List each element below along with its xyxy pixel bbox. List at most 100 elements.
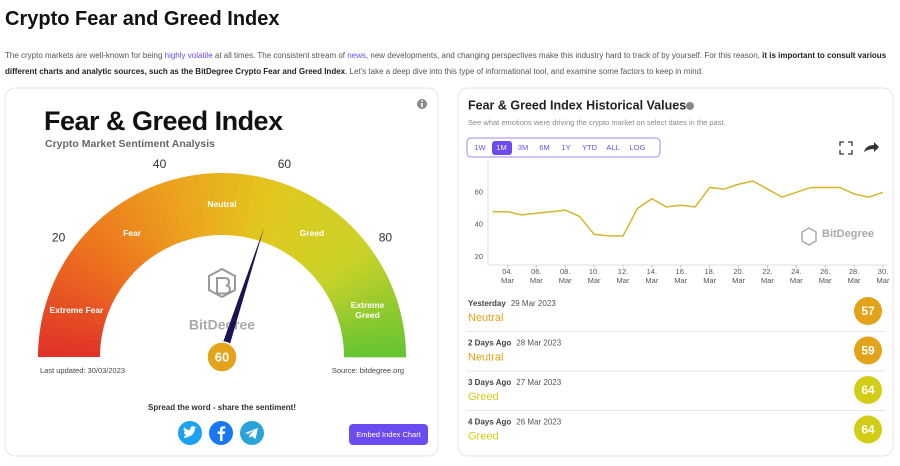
row-value: 57	[861, 304, 875, 318]
gauge-tick-label: 60	[278, 157, 292, 171]
row-sentiment: Neutral	[468, 312, 503, 324]
gauge-arc-segment	[273, 190, 308, 249]
range-selector	[466, 137, 661, 158]
facebook-glyph	[217, 426, 226, 441]
intro-plain: . Let's take a deep dive into this type …	[345, 67, 704, 76]
gauge-zone-label: Extreme Greed	[350, 299, 385, 320]
x-tick-label: 30. Mar	[876, 267, 890, 285]
gauge-arc-segment	[278, 193, 315, 252]
share-text: Spread the word - share the sentiment!	[148, 403, 296, 412]
row-sentiment: Neutral	[468, 351, 503, 363]
gauge-card	[4, 87, 439, 457]
gauge-arc-segment	[130, 193, 166, 252]
gauge-value: 60	[215, 349, 229, 364]
gauge-arc-segment	[327, 265, 386, 301]
gauge-tick-label: 20	[52, 230, 66, 244]
range-button[interactable]: LOG	[629, 143, 646, 152]
intro-link[interactable]: news	[347, 51, 366, 60]
gauge-arc-segment	[300, 216, 347, 268]
embed-label: Embed Index Chart	[356, 430, 422, 439]
gauge-arc-segment	[39, 324, 102, 342]
gauge-arc-segment	[258, 181, 286, 243]
x-tick-label: 10. Mar	[587, 267, 601, 285]
embed-button[interactable]	[349, 424, 428, 445]
y-tick-label: 60	[475, 187, 483, 196]
x-tick-label: 24. Mar	[789, 267, 803, 285]
gauge-arc-segment	[55, 271, 114, 306]
gauge-arc-segment	[237, 174, 255, 237]
gauge-arc-segment	[304, 221, 353, 271]
range-button[interactable]: 1M	[491, 141, 512, 155]
gauge-arc-segment	[109, 206, 153, 261]
x-tick-label: 20. Mar	[732, 267, 745, 285]
gauge-arc-segment	[58, 264, 117, 301]
gauge-arc-segment	[324, 258, 382, 297]
gauge-arc-segment	[197, 173, 212, 237]
gauge-arc-segment	[38, 340, 101, 352]
gauge-arc-segment	[62, 257, 120, 296]
y-tick-label: 40	[475, 220, 483, 229]
gauge-arc-segment	[103, 210, 148, 264]
gauge-arc-segment	[42, 308, 105, 331]
x-tick-label: 26. Mar	[818, 267, 832, 285]
gauge-arc-segment	[137, 190, 171, 249]
gauge-arc-segment	[38, 348, 101, 357]
gauge-arc-segment	[190, 174, 207, 237]
brand-name: BitDegree	[189, 317, 255, 333]
gauge-arc-segment	[46, 293, 108, 321]
range-button[interactable]: 6M	[539, 143, 550, 152]
share-icon	[864, 142, 879, 152]
watermark-logo	[801, 227, 817, 246]
gauge-arc-segment	[227, 173, 239, 236]
intro-bold: it is important to consult various diffe…	[5, 51, 887, 76]
gauge-arc-segment	[81, 232, 133, 279]
row-label: Yesterday	[468, 299, 506, 308]
gauge-tick-label: 40	[153, 157, 167, 171]
row-badge	[854, 297, 882, 325]
range-button[interactable]: 1W	[474, 143, 486, 152]
row-date: 28 Mar 2023	[516, 339, 561, 348]
title-info-icon	[686, 102, 694, 110]
x-tick-label: 12. Mar	[616, 267, 630, 285]
range-button[interactable]: 3M	[517, 143, 529, 152]
gauge-arc-segment	[71, 244, 126, 288]
gauge-arc-segment	[248, 177, 271, 240]
row-badge	[854, 376, 882, 404]
chart-title: Fear & Greed Index Historical Values	[468, 98, 686, 112]
range-button[interactable]: YTD	[582, 143, 597, 152]
intro-link[interactable]: highly volatile	[164, 51, 213, 60]
history-card	[457, 87, 894, 457]
gauge-arc-segment	[321, 251, 378, 292]
intro: The crypto markets are well-known for be…	[5, 48, 890, 80]
gauge-arc-segment	[263, 184, 293, 245]
range-button[interactable]: ALL	[606, 143, 620, 152]
range-button[interactable]: 1Y	[561, 143, 571, 152]
gauge-arc-segment	[49, 286, 110, 316]
gauge-arc-segment	[44, 301, 106, 326]
info-icon	[417, 99, 427, 109]
gauge-arc-segment	[144, 186, 176, 247]
gauge-arc-segment	[268, 187, 301, 247]
gauge-arc-segment	[52, 278, 112, 311]
gauge-arc-segment	[343, 340, 406, 352]
page-title: Crypto Fear and Greed Index	[5, 8, 280, 30]
gauge-arc-segment	[86, 226, 136, 275]
gauge-needle	[218, 227, 265, 359]
expand-icon	[839, 141, 853, 155]
gauge-arc-segment	[338, 301, 400, 326]
x-tick-label: 08. Mar	[558, 267, 572, 285]
row-value: 59	[861, 344, 875, 358]
source: Source: bitdegree.org	[332, 366, 404, 375]
row-value: 64	[861, 423, 875, 437]
gauge-arc-segment	[151, 183, 181, 245]
gauge-arc-segment	[291, 206, 335, 261]
gauge-arc-segment	[253, 179, 278, 241]
telegram-glyph	[245, 428, 258, 439]
brand-logo	[208, 267, 236, 299]
gauge-arc-segment	[339, 309, 402, 331]
row-badge	[854, 336, 882, 365]
social-buttons[interactable]	[178, 421, 264, 445]
gauge-arc-segment	[287, 201, 328, 258]
